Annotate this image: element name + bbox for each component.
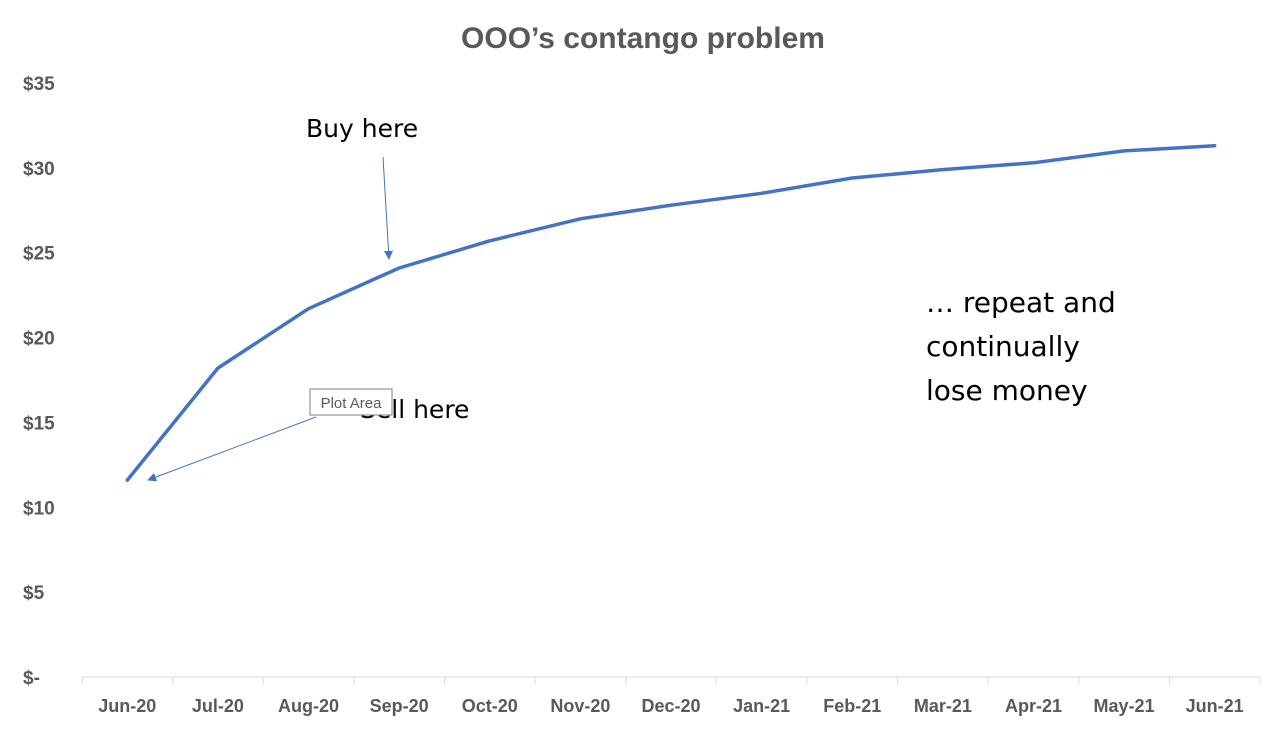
x-axis-tick-labels: Jun-20 Jul-20 Aug-20 Sep-20 Oct-20 Nov-20 Dec-…	[98, 696, 1243, 716]
x-tick-label: Sep-20	[370, 696, 429, 716]
y-tick-label: $5	[23, 583, 45, 604]
x-tick-label: Jun-21	[1186, 696, 1244, 716]
x-tick-label: Apr-21	[1005, 696, 1062, 716]
y-tick-label: $35	[23, 74, 55, 95]
arrow-sell-here	[147, 416, 317, 482]
y-tick-label: $20	[23, 329, 55, 350]
x-tick-label: Oct-20	[462, 696, 518, 716]
y-axis-tick-labels: $- $5 $10 $15 $20 $25 $30 $35	[23, 74, 55, 689]
y-tick-label: $15	[23, 413, 55, 434]
x-tick-label: Jun-20	[98, 696, 156, 716]
y-tick-label: $10	[23, 498, 55, 519]
x-tick-label: Aug-20	[278, 696, 339, 716]
chart-title: OOO’s contango problem	[461, 22, 825, 55]
series-line	[125, 144, 1217, 482]
x-tick-label: Dec-20	[641, 696, 700, 716]
x-tick-label: Jul-20	[192, 696, 244, 716]
x-tick-label: Mar-21	[914, 696, 972, 716]
x-tick-label: Jan-21	[733, 696, 790, 716]
tooltip-box	[309, 388, 393, 416]
x-tick-label: May-21	[1094, 696, 1155, 716]
tooltip-label: Plot Area	[321, 395, 383, 412]
series-layer	[125, 144, 1217, 482]
x-axis	[81, 676, 1261, 684]
annotation-buy-here: Buy here	[306, 114, 418, 143]
y-tick-label: $-	[23, 668, 40, 689]
y-tick-label: $30	[23, 159, 55, 180]
arrow-buy-here	[382, 156, 394, 260]
annotation-repeat-line2: continually	[926, 330, 1080, 363]
x-tick-label: Nov-20	[550, 696, 610, 716]
plot-area-tooltip: Plot Area	[309, 388, 393, 416]
annotation-repeat-line1: … repeat and	[926, 286, 1116, 319]
y-tick-label: $25	[23, 244, 55, 265]
annotation-repeat-line3: lose money	[926, 374, 1088, 407]
x-tick-label: Feb-21	[823, 696, 881, 716]
